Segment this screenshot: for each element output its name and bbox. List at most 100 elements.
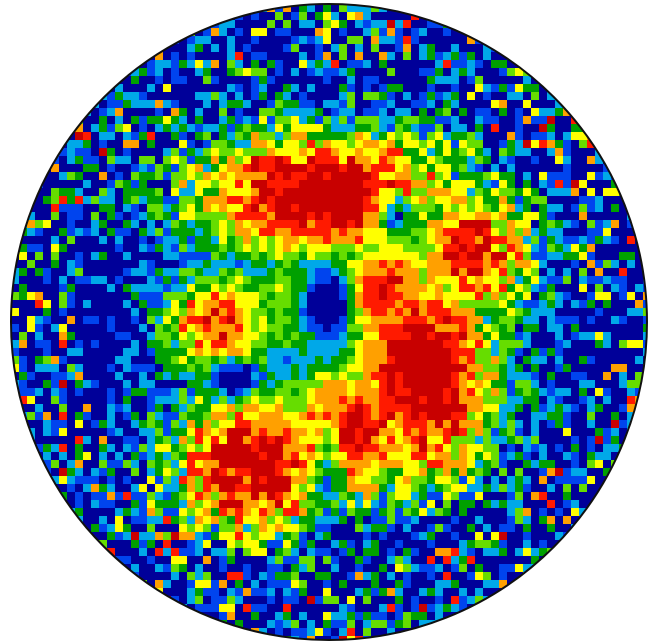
cell xyxy=(275,268,283,276)
cell xyxy=(283,172,291,180)
cell xyxy=(499,396,507,404)
cell xyxy=(291,84,299,92)
cell xyxy=(419,260,427,268)
cell xyxy=(379,468,387,476)
cell xyxy=(387,124,395,132)
cell xyxy=(459,68,467,76)
cell xyxy=(331,372,339,380)
cell xyxy=(315,596,323,604)
cell xyxy=(331,188,339,196)
cell xyxy=(35,388,43,396)
cell xyxy=(419,428,427,436)
cell xyxy=(27,412,35,420)
cell xyxy=(411,164,419,172)
cell xyxy=(523,516,531,524)
cell xyxy=(203,204,211,212)
cell xyxy=(635,356,643,364)
cell xyxy=(299,460,307,468)
cell xyxy=(339,468,347,476)
cell xyxy=(579,132,587,140)
cell xyxy=(219,252,227,260)
cell xyxy=(355,52,363,60)
cell xyxy=(387,172,395,180)
cell xyxy=(419,156,427,164)
cell xyxy=(299,388,307,396)
cell xyxy=(555,100,563,108)
cell xyxy=(99,420,107,428)
cell xyxy=(451,436,459,444)
cell xyxy=(451,180,459,188)
cell xyxy=(315,148,323,156)
cell xyxy=(339,580,347,588)
cell xyxy=(99,188,107,196)
cell xyxy=(259,460,267,468)
cell xyxy=(235,340,243,348)
cell xyxy=(459,292,467,300)
cell xyxy=(259,372,267,380)
cell xyxy=(435,380,443,388)
cell xyxy=(243,396,251,404)
cell xyxy=(579,468,587,476)
cell xyxy=(331,476,339,484)
cell xyxy=(307,540,315,548)
cell xyxy=(347,116,355,124)
cell xyxy=(267,292,275,300)
cell xyxy=(547,228,555,236)
cell xyxy=(451,340,459,348)
cell xyxy=(539,276,547,284)
cell xyxy=(547,132,555,140)
cell xyxy=(387,380,395,388)
cell xyxy=(531,244,539,252)
cell xyxy=(107,204,115,212)
cell xyxy=(547,212,555,220)
cell xyxy=(339,604,347,612)
cell xyxy=(435,412,443,420)
cell xyxy=(107,500,115,508)
cell xyxy=(475,372,483,380)
cell xyxy=(347,220,355,228)
cell xyxy=(131,540,139,548)
cell xyxy=(435,140,443,148)
cell xyxy=(267,428,275,436)
cell xyxy=(259,628,267,636)
cell xyxy=(179,452,187,460)
cell xyxy=(275,196,283,204)
cell xyxy=(443,268,451,276)
cell xyxy=(395,452,403,460)
cell xyxy=(627,292,635,300)
cell xyxy=(219,564,227,572)
cell xyxy=(211,236,219,244)
cell xyxy=(427,172,435,180)
cell xyxy=(99,148,107,156)
cell xyxy=(203,188,211,196)
cell xyxy=(467,76,475,84)
cell xyxy=(491,380,499,388)
cell xyxy=(179,524,187,532)
cell xyxy=(139,244,147,252)
cell xyxy=(243,452,251,460)
cell xyxy=(355,4,363,12)
cell xyxy=(163,412,171,420)
cell xyxy=(451,44,459,52)
cell xyxy=(467,428,475,436)
cell xyxy=(155,108,163,116)
cell xyxy=(547,180,555,188)
cell xyxy=(371,388,379,396)
cell xyxy=(379,148,387,156)
cell xyxy=(323,412,331,420)
cell xyxy=(387,308,395,316)
cell xyxy=(171,412,179,420)
cell xyxy=(435,156,443,164)
cell xyxy=(323,36,331,44)
cell xyxy=(275,260,283,268)
cell xyxy=(115,332,123,340)
cell xyxy=(443,484,451,492)
cell xyxy=(195,292,203,300)
cell xyxy=(139,548,147,556)
cell xyxy=(99,172,107,180)
cell xyxy=(243,300,251,308)
cell xyxy=(163,100,171,108)
cell xyxy=(299,148,307,156)
cell xyxy=(67,348,75,356)
